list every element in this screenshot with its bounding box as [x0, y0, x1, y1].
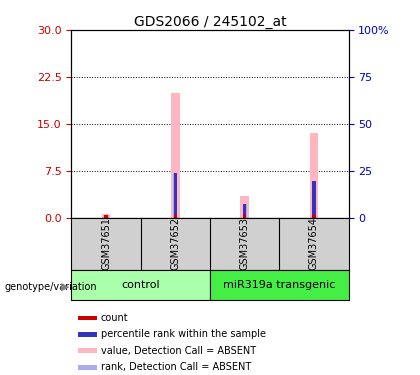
Bar [312, 215, 316, 217]
Bar [173, 215, 177, 217]
Bar [210, 270, 349, 300]
Text: rank, Detection Call = ABSENT: rank, Detection Call = ABSENT [101, 362, 251, 372]
Bar [104, 215, 108, 217]
Bar [104, 215, 108, 217]
Bar [173, 172, 177, 217]
Title: GDS2066 / 245102_at: GDS2066 / 245102_at [134, 15, 286, 29]
Bar [78, 315, 97, 321]
Bar [171, 93, 179, 218]
Bar [243, 204, 247, 218]
Bar [102, 214, 110, 217]
Bar [78, 332, 97, 337]
Bar [243, 204, 247, 218]
Text: GSM37653: GSM37653 [240, 217, 249, 270]
Bar [173, 172, 177, 217]
Bar [78, 348, 97, 353]
Text: value, Detection Call = ABSENT: value, Detection Call = ABSENT [101, 346, 256, 356]
Bar [104, 215, 108, 217]
Text: miR319a transgenic: miR319a transgenic [223, 280, 336, 290]
Text: genotype/variation: genotype/variation [4, 282, 97, 292]
Bar [310, 133, 318, 218]
Bar [312, 181, 316, 218]
Text: percentile rank within the sample: percentile rank within the sample [101, 329, 266, 339]
Text: GSM37651: GSM37651 [101, 217, 111, 270]
Text: GSM37652: GSM37652 [171, 217, 180, 270]
Bar [78, 364, 97, 370]
Text: GSM37654: GSM37654 [309, 217, 319, 270]
Bar [243, 215, 247, 217]
Bar [241, 196, 249, 217]
Text: count: count [101, 313, 128, 323]
Bar [312, 181, 316, 218]
Bar [71, 270, 210, 300]
Text: ▶: ▶ [61, 282, 69, 292]
Text: control: control [121, 280, 160, 290]
